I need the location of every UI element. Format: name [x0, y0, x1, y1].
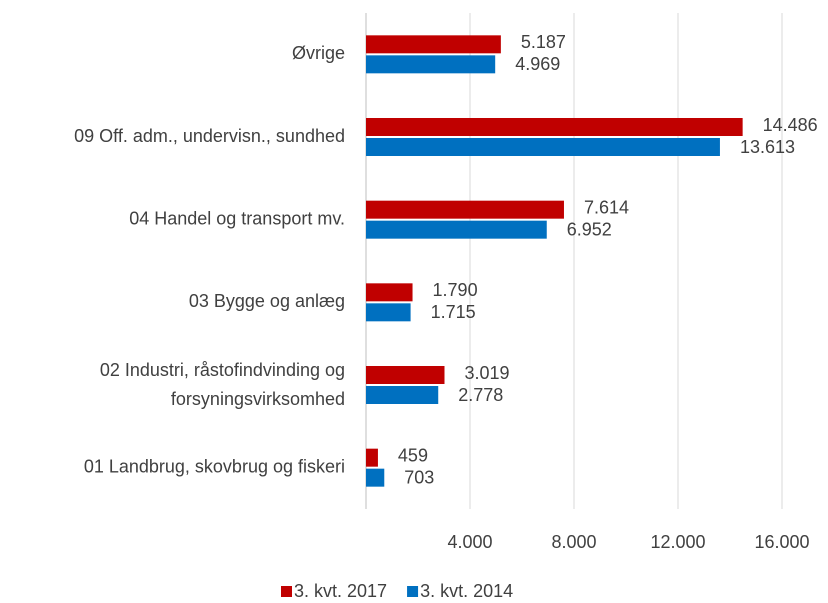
bar — [366, 35, 501, 54]
bar — [366, 366, 445, 384]
y-tick-label: 02 Industri, råstofindvinding og forsynin… — [100, 360, 345, 409]
legend-swatch — [281, 586, 292, 597]
x-tick-label: 4.000 — [447, 532, 492, 552]
value-label: 6.952 — [567, 219, 612, 239]
value-label: 4.969 — [515, 54, 560, 74]
bar — [366, 55, 496, 74]
y-tick-label: 01 Landbrug, skovbrug og fiskeri — [84, 456, 345, 476]
legend-label: 3. kvt. 2017 — [294, 581, 387, 601]
x-tick-label: 8.000 — [551, 532, 596, 552]
bar — [366, 386, 439, 404]
bar — [366, 303, 411, 322]
bar — [366, 138, 720, 156]
value-label: 459 — [398, 445, 428, 465]
x-tick-label: 12.000 — [650, 532, 705, 552]
x-tick-label: 16.000 — [754, 532, 809, 552]
legend-label: 3. kvt. 2014 — [420, 581, 513, 601]
value-label: 2.778 — [458, 385, 503, 405]
legend-swatch — [407, 586, 419, 597]
bar — [366, 220, 547, 239]
y-tick-label: 03 Bygge og anlæg — [189, 291, 345, 311]
bar — [366, 468, 385, 487]
bar — [366, 118, 743, 136]
value-label: 1.790 — [433, 280, 478, 300]
value-label: 13.613 — [740, 137, 795, 157]
bar — [366, 200, 564, 219]
value-label: 5.187 — [521, 32, 566, 52]
bar — [366, 283, 413, 302]
value-label: 703 — [404, 467, 434, 487]
bar — [366, 448, 378, 467]
value-label: 7.614 — [584, 197, 629, 217]
y-tick-label: 04 Handel og transport mv. — [129, 208, 345, 228]
value-label: 1.715 — [431, 302, 476, 322]
value-label: 3.019 — [464, 363, 509, 383]
y-tick-label: Øvrige — [292, 43, 345, 63]
y-tick-label: 09 Off. adm., undervisn., sundhed — [74, 126, 345, 146]
value-label: 14.486 — [763, 115, 818, 135]
